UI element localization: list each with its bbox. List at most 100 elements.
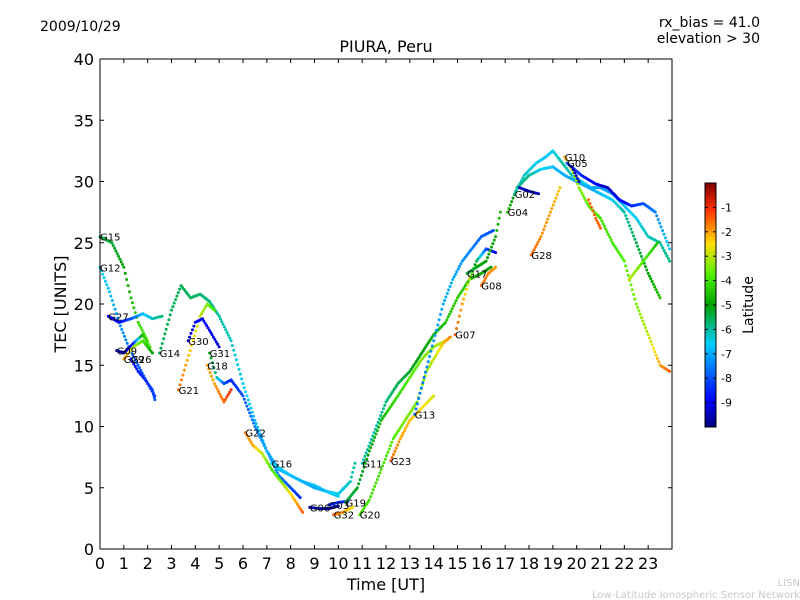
data-point	[490, 245, 493, 249]
data-point	[188, 335, 192, 339]
data-point	[212, 366, 216, 370]
data-point	[407, 421, 410, 425]
data-point	[248, 402, 252, 406]
data-point	[249, 406, 253, 410]
data-point	[626, 273, 630, 277]
data-point	[357, 482, 361, 486]
series-label-g27: G27	[108, 312, 128, 323]
data-point	[486, 256, 489, 260]
data-point	[213, 338, 217, 341]
data-point	[458, 264, 461, 268]
data-point	[581, 194, 585, 197]
series-g07	[453, 247, 498, 337]
data-point	[103, 279, 107, 283]
data-point	[209, 356, 213, 360]
data-point	[531, 250, 535, 254]
data-point	[187, 353, 191, 357]
data-point	[238, 372, 242, 376]
data-point	[108, 290, 111, 294]
data-point	[469, 274, 473, 278]
data-point	[664, 251, 667, 255]
data-point	[216, 312, 220, 316]
series-g30	[186, 317, 221, 349]
data-point	[463, 292, 467, 296]
data-point	[217, 314, 221, 318]
data-point	[178, 383, 182, 387]
y-tick-label: 25	[74, 234, 94, 253]
colorbar-tick-label: -5	[721, 299, 732, 312]
data-point	[128, 290, 132, 294]
data-point	[121, 331, 125, 335]
data-point	[646, 333, 650, 337]
data-point	[168, 313, 172, 317]
data-point	[373, 484, 377, 488]
series-g21	[177, 302, 216, 392]
data-point	[440, 344, 444, 347]
data-point	[624, 264, 628, 268]
series-g32	[332, 505, 355, 517]
data-point	[507, 207, 511, 211]
data-point	[454, 299, 458, 303]
data-point	[170, 308, 173, 312]
data-point	[413, 412, 417, 416]
data-point	[159, 346, 163, 350]
data-point	[453, 301, 457, 305]
data-point	[491, 242, 495, 246]
data-point	[142, 335, 146, 339]
data-point	[242, 386, 246, 390]
data-point	[205, 324, 209, 327]
data-point	[123, 271, 127, 275]
data-point	[245, 394, 249, 398]
data-point	[192, 334, 196, 338]
data-point	[219, 317, 222, 321]
series-label-g18: G18	[207, 361, 227, 372]
date-label: 2009/10/29	[40, 19, 121, 35]
data-point	[205, 363, 209, 367]
data-point	[455, 327, 458, 330]
x-tick-label: 3	[166, 554, 176, 573]
data-point	[520, 179, 523, 183]
data-point	[456, 267, 460, 271]
data-point	[510, 200, 514, 204]
colorbar-tick-label: -8	[721, 372, 732, 385]
series-label-g22: G22	[245, 429, 265, 440]
data-point	[348, 480, 352, 484]
data-point	[587, 198, 591, 202]
data-point	[396, 443, 400, 447]
data-point	[437, 348, 441, 352]
data-point	[202, 307, 206, 311]
data-point	[387, 447, 391, 451]
data-point	[189, 331, 193, 335]
data-point	[599, 216, 602, 220]
data-point	[466, 282, 470, 286]
data-point	[583, 196, 586, 200]
data-point	[195, 324, 199, 328]
data-point	[261, 441, 265, 445]
x-tick-label: 14	[423, 554, 443, 573]
data-point	[446, 315, 450, 319]
data-point	[203, 321, 207, 325]
data-point	[140, 328, 144, 332]
data-point	[570, 165, 574, 169]
data-point	[178, 287, 182, 291]
data-point	[608, 235, 612, 239]
data-point	[153, 398, 157, 402]
data-point	[392, 453, 395, 456]
x-tick-label: 19	[543, 554, 563, 573]
data-point	[622, 259, 626, 263]
data-point	[600, 219, 604, 223]
data-point	[665, 254, 669, 258]
data-point	[383, 403, 387, 407]
footer-line2: Low-Latitude Ionospheric Sensor Network	[592, 590, 800, 600]
data-point	[222, 400, 226, 404]
data-point	[417, 397, 421, 400]
data-point	[184, 363, 188, 367]
plot-frame	[99, 58, 673, 550]
data-point	[648, 274, 651, 278]
data-point	[245, 433, 249, 437]
data-point	[135, 361, 139, 365]
data-point	[377, 417, 381, 421]
data-point	[213, 371, 217, 375]
data-point	[208, 351, 212, 355]
x-tick-label: 12	[376, 554, 396, 573]
